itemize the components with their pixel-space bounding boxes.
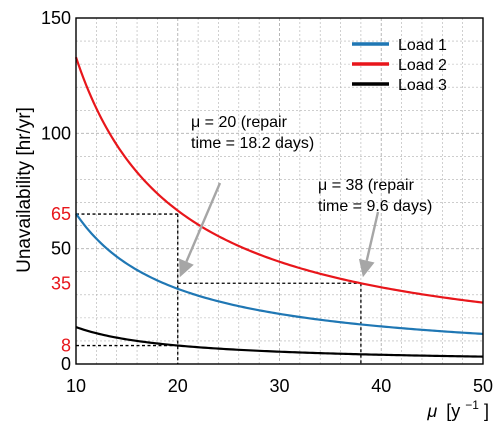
- x-axis-exponent: −1: [465, 398, 479, 412]
- y-highlight-tick-label: 35: [51, 273, 71, 293]
- y-axis-label: Unavailability [hr/yr]: [14, 107, 35, 273]
- legend-label: Load 2: [398, 57, 447, 74]
- y-tick-label: 150: [41, 8, 71, 28]
- y-tick-label: 100: [41, 123, 71, 143]
- series-lines: [74, 56, 484, 358]
- series-line-2: [74, 56, 484, 304]
- annotation-arrow-head: [179, 258, 194, 278]
- series-line-1: [75, 212, 484, 336]
- plot-frame: [75, 17, 484, 365]
- x-tick-label: 40: [371, 376, 391, 396]
- x-axis-close: ]: [484, 401, 489, 421]
- y-tick-labels: 0 50 100 150 8 35 65: [41, 8, 71, 374]
- annotation-line: μ = 38 (repair: [318, 177, 415, 194]
- y-highlight-tick-label: 8: [61, 336, 71, 356]
- x-tick-label: 50: [473, 376, 493, 396]
- x-axis-unit: [y: [446, 401, 460, 421]
- series-line-3: [75, 326, 484, 358]
- x-axis-symbol: μ: [426, 401, 437, 421]
- annotation-text: μ = 20 (repair time = 18.2 days): [191, 114, 314, 152]
- x-axis-label: μ [y −1 ]: [426, 393, 489, 421]
- legend-label: Load 3: [398, 77, 447, 94]
- annotation-line: time = 9.6 days): [318, 198, 432, 215]
- annotation-arrow-shaft: [365, 211, 380, 261]
- x-tick-labels: 10 20 30 40 50: [66, 376, 493, 396]
- annotations: μ = 20 (repair time = 18.2 days) μ = 38 (r…: [179, 114, 432, 278]
- grid: [76, 18, 483, 364]
- annotation-arrow-shaft: [185, 182, 222, 263]
- annotation-line: time = 18.2 days): [191, 135, 314, 152]
- x-tick-label: 10: [66, 376, 86, 396]
- y-tick-label: 0: [61, 354, 71, 374]
- y-tick-label: 50: [51, 239, 71, 259]
- legend: Load 1 Load 2 Load 3: [352, 37, 447, 94]
- annotation-line: μ = 20 (repair: [191, 114, 288, 131]
- y-highlight-tick-label: 65: [51, 204, 71, 224]
- x-tick-label: 30: [269, 376, 289, 396]
- x-tick-label: 20: [168, 376, 188, 396]
- annotation-text: μ = 38 (repair time = 9.6 days): [318, 177, 432, 215]
- legend-label: Load 1: [398, 37, 447, 54]
- annotation-arrow-head: [358, 258, 375, 278]
